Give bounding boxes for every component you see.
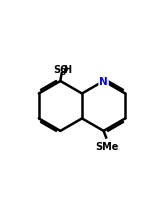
Text: SMe: SMe (96, 142, 119, 152)
Text: N: N (99, 77, 108, 87)
Text: H: H (63, 65, 71, 75)
Text: SO: SO (53, 65, 69, 75)
Text: 3: 3 (61, 68, 66, 77)
